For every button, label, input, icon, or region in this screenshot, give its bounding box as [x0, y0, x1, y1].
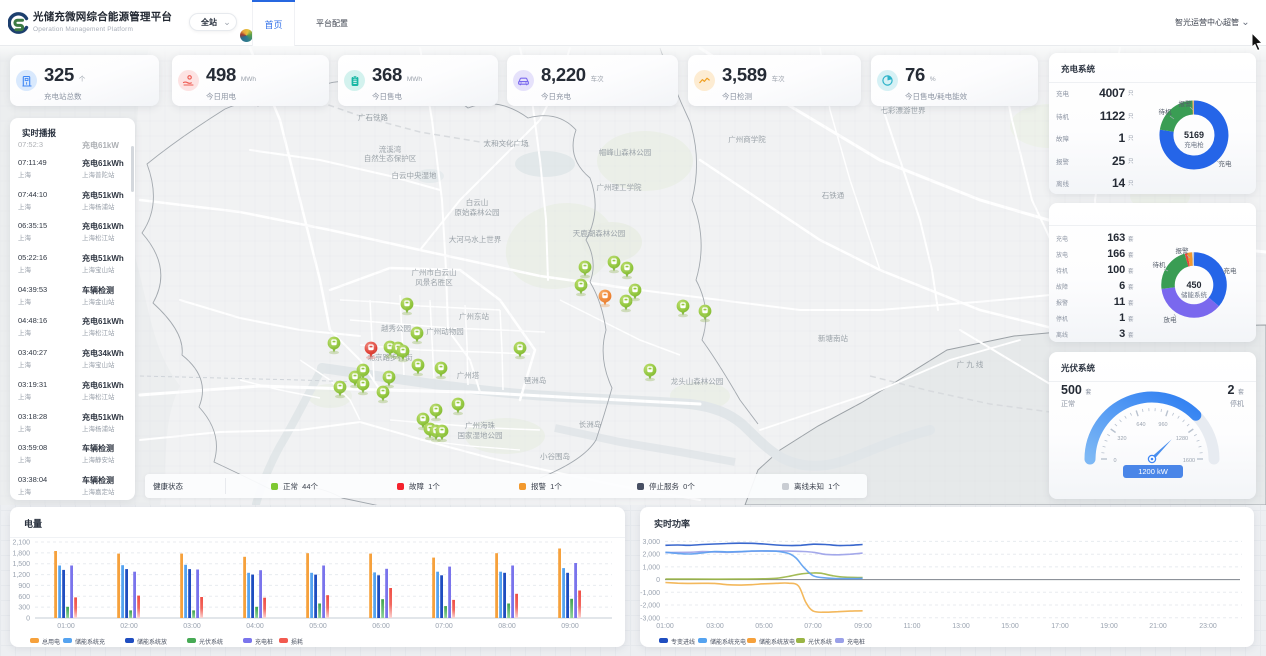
- svg-text:300: 300: [18, 605, 30, 612]
- svg-text:广州商学院: 广州商学院: [728, 134, 766, 144]
- svg-text:龙头山森林公园: 龙头山森林公园: [671, 376, 724, 386]
- svg-text:充电: 充电: [1219, 159, 1233, 168]
- svg-text:09:00: 09:00: [854, 623, 872, 630]
- svg-text:琶洲岛: 琶洲岛: [524, 375, 547, 385]
- svg-text:0: 0: [656, 577, 660, 584]
- svg-text:05:00: 05:00: [309, 623, 327, 630]
- svg-text:06:00: 06:00: [372, 623, 390, 630]
- svg-text:原始森林公园: 原始森林公园: [455, 207, 500, 217]
- svg-text:03:00: 03:00: [706, 623, 724, 630]
- svg-text:放电: 放电: [1164, 315, 1178, 324]
- svg-text:320: 320: [1117, 436, 1126, 442]
- svg-text:01:00: 01:00: [57, 623, 75, 630]
- svg-text:报警: 报警: [1179, 99, 1193, 108]
- svg-text:04:00: 04:00: [246, 623, 264, 630]
- svg-text:广州市白云山: 广州市白云山: [412, 267, 457, 277]
- svg-text:广州东站: 广州东站: [459, 311, 489, 321]
- svg-text:5169: 5169: [1184, 130, 1204, 140]
- svg-text:03:00: 03:00: [183, 623, 201, 630]
- svg-text:07:00: 07:00: [435, 623, 453, 630]
- svg-text:风景名胜区: 风景名胜区: [415, 277, 453, 287]
- svg-text:13:00: 13:00: [952, 623, 970, 630]
- svg-text:07:00: 07:00: [804, 623, 822, 630]
- svg-text:七彩漂游世界: 七彩漂游世界: [881, 105, 926, 115]
- svg-text:小谷围岛: 小谷围岛: [540, 451, 570, 461]
- svg-text:白云山: 白云山: [466, 197, 489, 207]
- svg-text:太和文化广场: 太和文化广场: [484, 138, 529, 148]
- svg-text:1,000: 1,000: [642, 564, 660, 571]
- svg-text:新塘南站: 新塘南站: [818, 333, 848, 343]
- svg-text:2,100: 2,100: [12, 540, 30, 547]
- svg-text:充电枪: 充电枪: [1184, 140, 1204, 149]
- svg-text:白云中央湿地: 白云中央湿地: [392, 170, 437, 180]
- svg-text:08:00: 08:00: [498, 623, 516, 630]
- svg-text:待机: 待机: [1159, 107, 1173, 116]
- svg-text:-3,000: -3,000: [640, 615, 660, 622]
- svg-text:越秀公园: 越秀公园: [381, 323, 411, 333]
- svg-text:0: 0: [1113, 458, 1116, 464]
- svg-text:-2,000: -2,000: [640, 603, 660, 610]
- svg-text:960: 960: [1158, 422, 1167, 428]
- svg-text:0: 0: [26, 616, 30, 623]
- svg-text:广 九 线: 广 九 线: [957, 359, 984, 369]
- svg-text:1,500: 1,500: [12, 561, 30, 568]
- svg-text:充电: 充电: [1224, 266, 1238, 275]
- svg-text:3,000: 3,000: [642, 539, 660, 546]
- svg-text:450: 450: [1186, 280, 1201, 290]
- svg-text:01:00: 01:00: [656, 623, 674, 630]
- svg-text:640: 640: [1136, 422, 1145, 428]
- svg-text:广州理工学院: 广州理工学院: [597, 182, 642, 192]
- svg-text:广州海珠: 广州海珠: [465, 420, 495, 430]
- svg-text:17:00: 17:00: [1051, 623, 1069, 630]
- svg-text:02:00: 02:00: [120, 623, 138, 630]
- svg-text:21:00: 21:00: [1149, 623, 1167, 630]
- svg-text:帽峰山森林公园: 帽峰山森林公园: [599, 147, 652, 157]
- svg-text:石铁通: 石铁通: [822, 190, 845, 200]
- svg-text:自然生态保护区: 自然生态保护区: [364, 153, 417, 163]
- svg-text:广州动物园: 广州动物园: [426, 326, 464, 336]
- svg-text:19:00: 19:00: [1100, 623, 1118, 630]
- svg-text:1,800: 1,800: [12, 550, 30, 557]
- svg-text:600: 600: [18, 594, 30, 601]
- svg-text:长洲岛: 长洲岛: [579, 419, 602, 429]
- svg-text:广石铁路: 广石铁路: [358, 112, 388, 122]
- svg-text:900: 900: [18, 583, 30, 590]
- svg-text:05:00: 05:00: [755, 623, 773, 630]
- svg-text:11:00: 11:00: [904, 623, 921, 630]
- svg-text:-1,000: -1,000: [640, 590, 660, 597]
- svg-text:国家湿地公园: 国家湿地公园: [458, 430, 503, 440]
- svg-text:报警: 报警: [1176, 246, 1190, 255]
- svg-text:天鹿湖森林公园: 天鹿湖森林公园: [573, 228, 626, 238]
- svg-text:流溪湾: 流溪湾: [379, 144, 402, 154]
- svg-text:广州塔: 广州塔: [457, 370, 480, 380]
- svg-text:1280: 1280: [1176, 436, 1188, 442]
- svg-text:待机: 待机: [1153, 260, 1167, 269]
- svg-text:15:00: 15:00: [1001, 623, 1019, 630]
- svg-text:09:00: 09:00: [561, 623, 579, 630]
- svg-text:储能系统: 储能系统: [1181, 290, 1208, 299]
- svg-text:2,000: 2,000: [642, 552, 660, 559]
- svg-text:1,200: 1,200: [12, 572, 30, 579]
- svg-text:23:00: 23:00: [1199, 623, 1217, 630]
- svg-text:大河马水上世界: 大河马水上世界: [449, 234, 502, 244]
- svg-text:1600: 1600: [1183, 458, 1195, 464]
